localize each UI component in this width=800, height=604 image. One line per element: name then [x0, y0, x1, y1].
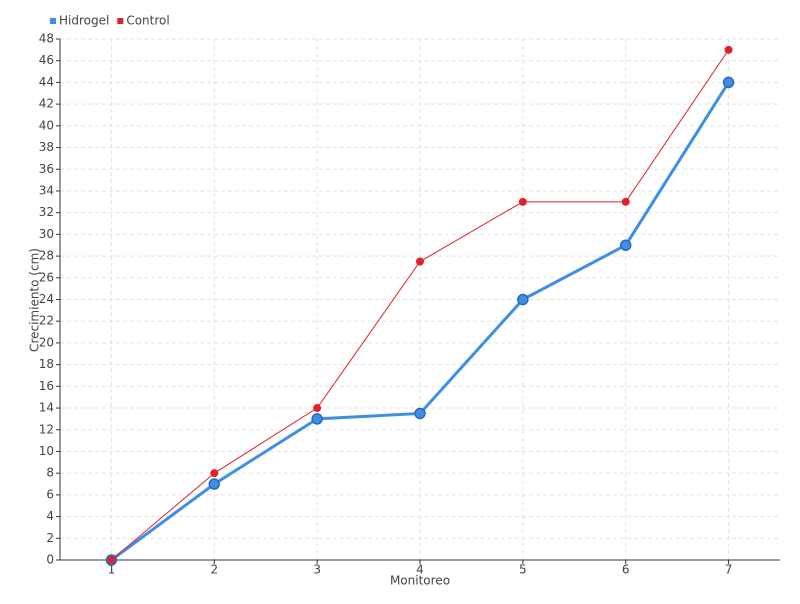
data-point — [208, 478, 221, 490]
data-point — [621, 197, 630, 206]
data-point — [517, 293, 529, 306]
x-tick-label: 3 — [313, 563, 321, 577]
y-tick-label: 22 — [39, 314, 54, 328]
y-tick-label: 44 — [39, 75, 54, 89]
data-point — [414, 407, 426, 420]
y-tick-label: 10 — [39, 444, 54, 458]
y-tick-label: 38 — [39, 140, 54, 154]
y-tick-label: 24 — [39, 292, 54, 306]
y-tick-label: 12 — [39, 422, 54, 436]
x-tick-label: 4 — [416, 563, 424, 577]
y-tick-label: 30 — [39, 227, 54, 241]
x-tick-label: 7 — [725, 563, 733, 577]
data-point — [107, 556, 116, 564]
y-tick-label: 48 — [39, 32, 54, 46]
data-point — [311, 413, 323, 425]
data-point — [210, 469, 219, 478]
x-tick-label: 5 — [519, 563, 527, 577]
data-point — [619, 239, 632, 251]
y-tick-label: 26 — [39, 270, 54, 284]
x-axis-title: Monitoreo — [390, 574, 450, 588]
x-tick-label: 2 — [210, 563, 218, 577]
y-tick-label: 28 — [39, 249, 54, 263]
y-tick-label: 0 — [46, 553, 54, 567]
y-axis-title: Crecimiento (cm) — [28, 248, 42, 352]
y-tick-label: 4 — [46, 509, 54, 523]
x-tick-label: 1 — [108, 563, 116, 577]
y-tick-label: 32 — [39, 205, 54, 219]
legend-label: Hidrogel — [59, 14, 109, 28]
y-tick-label: 20 — [39, 335, 54, 349]
y-tick-label: 40 — [39, 118, 54, 132]
y-tick-label: 42 — [39, 97, 54, 111]
data-point — [722, 76, 735, 89]
legend-swatch — [117, 18, 124, 24]
y-tick-label: 18 — [39, 357, 54, 371]
y-tick-label: 34 — [39, 183, 54, 197]
y-tick-label: 36 — [39, 162, 54, 176]
y-tick-label: 6 — [46, 487, 54, 501]
y-tick-label: 8 — [46, 466, 54, 480]
y-tick-label: 14 — [39, 401, 54, 415]
data-point — [724, 45, 733, 54]
legend-swatch — [50, 18, 56, 24]
x-tick-label: 6 — [622, 563, 630, 577]
data-point — [313, 404, 322, 413]
data-point — [518, 197, 527, 206]
data-point — [416, 257, 424, 266]
legend-label: Control — [126, 14, 169, 28]
y-tick-label: 2 — [46, 531, 54, 545]
y-tick-label: 46 — [39, 53, 54, 67]
y-tick-label: 16 — [39, 379, 54, 393]
